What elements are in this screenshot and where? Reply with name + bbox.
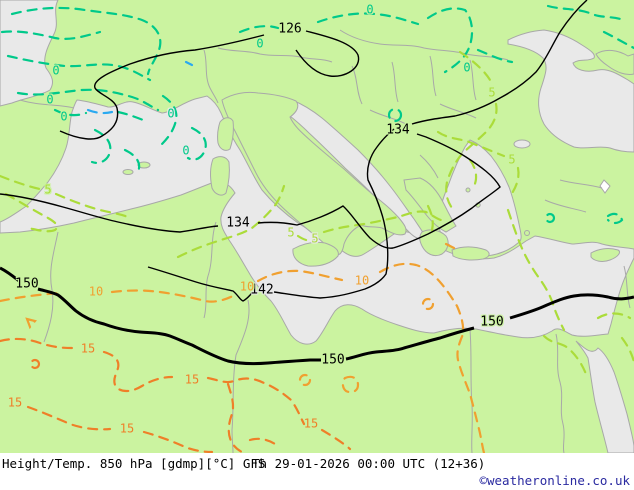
contour-142-west bbox=[147, 266, 253, 302]
contour-134-west bbox=[0, 193, 219, 233]
mediterranean-weather-map bbox=[0, 0, 634, 453]
corsica-island bbox=[217, 117, 234, 151]
crimea-peninsula bbox=[595, 49, 634, 75]
atlantic-bay-of-biscay bbox=[0, 0, 59, 107]
map-area: 126 134 134 142 150 150 150 0 0 0 0 0 0 0 0 5 5 5 5 5 10 10 10… bbox=[0, 0, 634, 453]
mediterranean-sea bbox=[0, 95, 634, 345]
contour-150-c bbox=[345, 326, 475, 361]
aegean-sea bbox=[437, 139, 522, 257]
valid-time: Th 29-01-2026 00:00 UTC (12+36) bbox=[252, 456, 486, 471]
copyright: ©weatheronline.co.uk bbox=[479, 473, 630, 488]
greece-mainland bbox=[403, 177, 457, 233]
temp-contour-below-0c bbox=[86, 60, 194, 115]
peloponnese bbox=[419, 229, 449, 257]
crete-island bbox=[451, 246, 490, 261]
contour-150-a bbox=[0, 266, 20, 283]
sardinia-island bbox=[210, 156, 230, 196]
salt-lake-turkey bbox=[599, 179, 611, 194]
temp-contour-0c bbox=[0, 4, 634, 225]
rhodes-islet bbox=[524, 230, 530, 236]
contour-134-north bbox=[411, 0, 588, 125]
country-borders bbox=[19, 29, 631, 453]
contour-142-east bbox=[273, 128, 395, 299]
contour-150-d bbox=[509, 293, 634, 320]
sea-of-marmara bbox=[513, 139, 531, 149]
temp-contour-15c bbox=[0, 337, 352, 453]
contour-150-b bbox=[37, 287, 321, 366]
height-contour-lines bbox=[0, 0, 634, 366]
chart-title: Height/Temp. 850 hPa [gdmp][°C] GFS bbox=[2, 456, 266, 471]
cyprus-island bbox=[590, 248, 621, 262]
contour-126-loop bbox=[295, 30, 360, 77]
balearic-island-1 bbox=[122, 169, 134, 175]
red-sea bbox=[575, 340, 634, 453]
caption-bar: Height/Temp. 850 hPa [gdmp][°C] GFS Th 2… bbox=[0, 453, 634, 490]
contour-134-east bbox=[257, 133, 501, 249]
sicily-island bbox=[292, 241, 339, 267]
land-shapes bbox=[122, 49, 634, 267]
black-sea bbox=[507, 29, 634, 153]
aegean-islet-2 bbox=[465, 187, 471, 193]
contour-126 bbox=[59, 34, 265, 140]
sea-shapes bbox=[0, 0, 634, 453]
